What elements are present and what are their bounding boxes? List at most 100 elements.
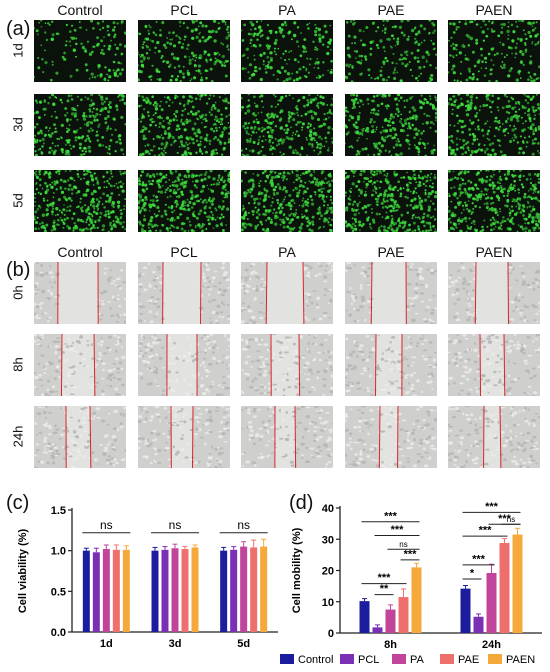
scratch-image	[448, 262, 540, 324]
y-tick-label: 1.5	[51, 505, 66, 517]
bar	[171, 548, 179, 632]
significance-label: ns	[237, 518, 250, 532]
bar	[112, 549, 120, 632]
x-tick-label: 3d	[169, 638, 182, 650]
panel-b-row-label: 24h	[10, 425, 26, 448]
bar	[102, 549, 110, 632]
legend-swatch	[440, 654, 454, 664]
bar	[385, 609, 396, 633]
panel-b-column-label: PA	[278, 244, 296, 260]
scratch-image	[241, 334, 333, 396]
panel-a-row-label: 5d	[10, 193, 26, 208]
panel-b-column-label: PAEN	[475, 244, 513, 260]
fluorescence-image	[241, 94, 333, 156]
x-tick-label: 5d	[237, 638, 250, 650]
bar	[512, 534, 523, 633]
fluorescence-image	[138, 94, 230, 156]
significance-label: **	[380, 583, 389, 595]
scratch-image	[345, 334, 437, 396]
x-tick-label: 1d	[100, 638, 113, 650]
scratch-image	[138, 406, 230, 468]
scratch-image	[34, 406, 126, 468]
bar	[359, 601, 370, 633]
significance-label: ***	[404, 548, 418, 560]
bar	[82, 550, 90, 632]
legend-label: Control	[298, 654, 333, 666]
scratch-image	[241, 406, 333, 468]
fluorescence-image	[345, 94, 437, 156]
significance-label: ns	[399, 540, 407, 549]
panel-a-column-label: Control	[57, 2, 103, 18]
y-tick-label: 30	[322, 534, 334, 546]
bar	[411, 567, 422, 633]
panel-b-column-label: PCL	[170, 244, 198, 260]
panel-b-column-label: PAE	[377, 244, 405, 260]
bar	[372, 627, 383, 633]
fluorescence-image	[241, 170, 333, 232]
fluorescence-image	[138, 170, 230, 232]
fluorescence-image	[448, 20, 540, 82]
fluorescence-image	[448, 94, 540, 156]
panel-a-column-label: PAEN	[475, 2, 513, 18]
bar	[151, 550, 159, 632]
fluorescence-image	[138, 20, 230, 82]
significance-label: ***	[498, 513, 512, 525]
fluorescence-image	[241, 20, 333, 82]
cell-viability-chart: 0.0 0.5 1.0 1.5 Cell viability (%) 1d 3d 5d ns ns…	[17, 505, 278, 650]
bar	[240, 546, 248, 632]
scratch-image	[138, 334, 230, 396]
panel-a-row-label: 1d	[10, 43, 26, 58]
panel-a-row-label: 3d	[10, 117, 26, 132]
bar	[460, 588, 471, 633]
bar	[398, 597, 409, 633]
significance-label: ***	[384, 510, 398, 522]
legend-label: PA	[410, 654, 425, 666]
y-tick-label: 0.5	[51, 586, 66, 598]
panel-b-row-label: 0h	[10, 285, 26, 300]
legend-label: PCL	[358, 654, 379, 666]
y-tick-label: 40	[322, 503, 334, 515]
panel-a-column-label: PAE	[377, 2, 405, 18]
bar	[230, 549, 238, 632]
bar	[486, 573, 497, 633]
scratch-image	[138, 262, 230, 324]
legend-swatch	[340, 654, 354, 664]
panel-c-letter: (c)	[6, 492, 30, 514]
significance-label: ***	[472, 553, 486, 565]
significance-label: ns	[507, 515, 515, 524]
panel-a-letter: (a)	[6, 18, 31, 40]
fluorescence-image	[448, 170, 540, 232]
bar	[260, 546, 268, 632]
bar	[92, 552, 100, 632]
y-tick-label: 0	[328, 628, 334, 640]
legend-swatch	[392, 654, 406, 664]
significance-label: ns	[100, 518, 113, 532]
bar	[181, 549, 189, 632]
panel-b-row-label: 8h	[10, 357, 26, 372]
y-tick-label: 0.0	[51, 627, 66, 639]
legend-swatch	[280, 654, 294, 664]
panel-d-letter: (d)	[289, 492, 314, 514]
bar	[220, 550, 228, 632]
fluorescence-image	[34, 20, 126, 82]
fluorescence-image	[345, 170, 437, 232]
fluorescence-image	[34, 170, 126, 232]
bar	[473, 616, 484, 633]
significance-label: ***	[485, 501, 499, 513]
scratch-image	[345, 406, 437, 468]
scratch-image	[34, 334, 126, 396]
significance-label: ***	[391, 524, 405, 536]
x-tick-label: 8h	[384, 639, 397, 651]
scratch-image	[448, 334, 540, 396]
bar	[499, 543, 510, 633]
significance-label: *	[470, 567, 475, 579]
panel-a-column-label: PA	[278, 2, 296, 18]
scratch-image	[34, 262, 126, 324]
fluorescence-image	[34, 94, 126, 156]
bar	[122, 549, 130, 632]
y-tick-label: 1.0	[51, 546, 66, 558]
scratch-image	[448, 406, 540, 468]
panel-b-column-label: Control	[57, 244, 103, 260]
scratch-image	[241, 262, 333, 324]
panel-b-letter: (b)	[6, 259, 31, 281]
